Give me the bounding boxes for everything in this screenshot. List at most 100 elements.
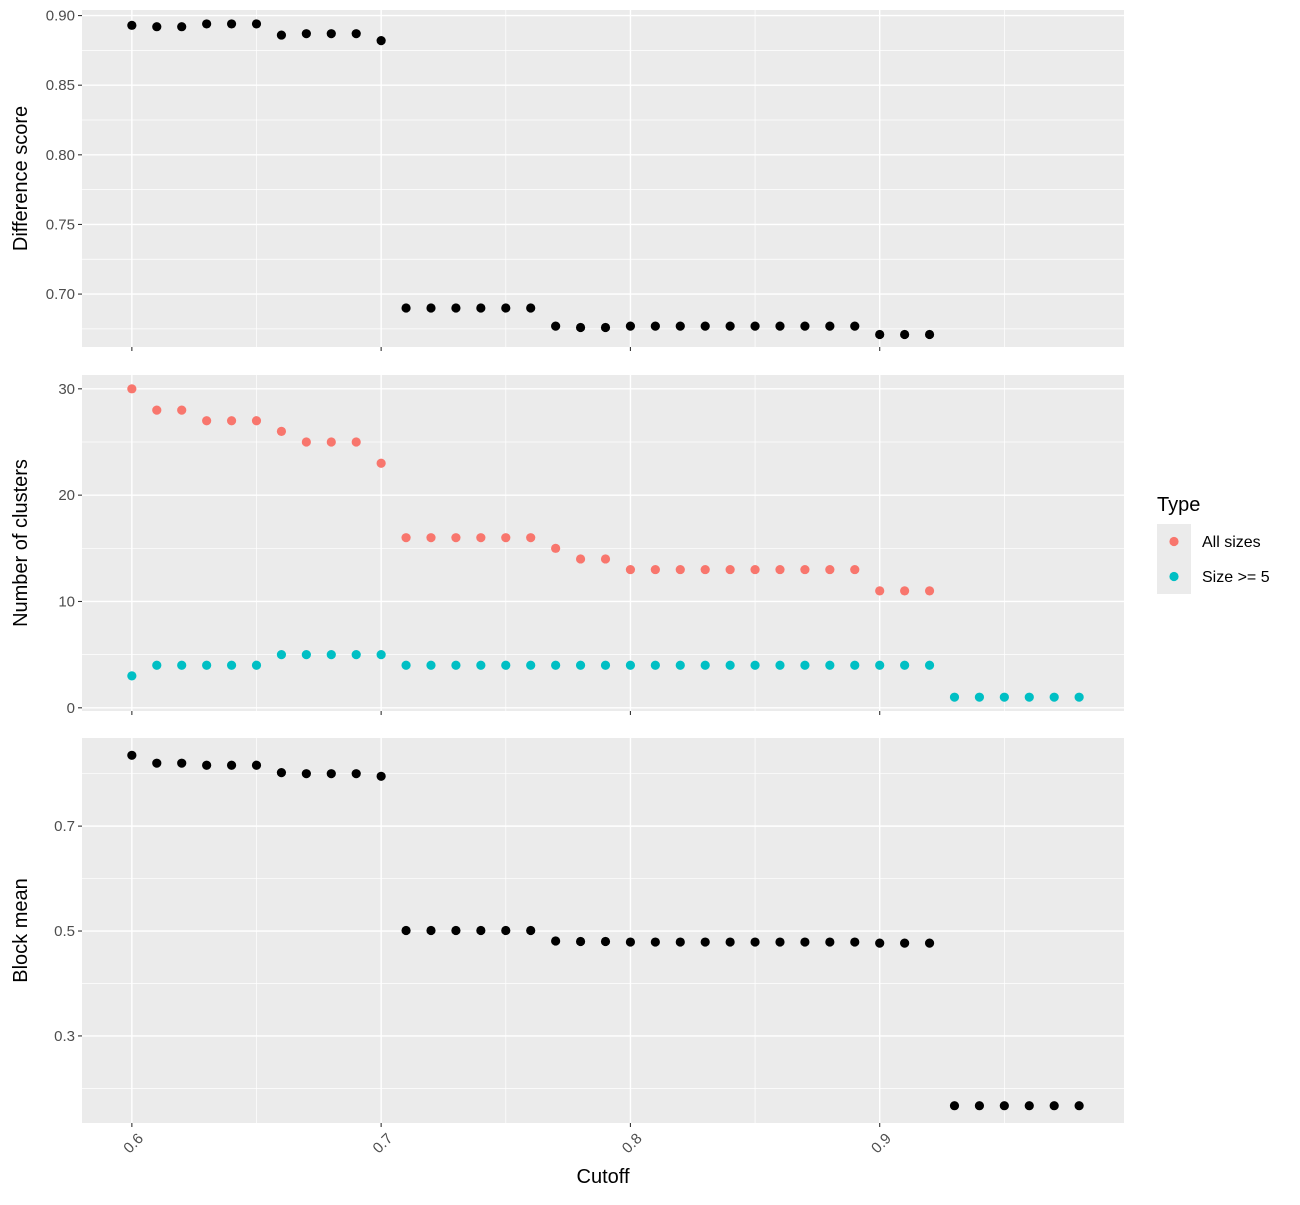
data-point	[152, 660, 162, 670]
data-point	[625, 321, 636, 331]
data-point	[800, 564, 810, 575]
data-point	[900, 938, 910, 948]
data-point	[177, 758, 187, 768]
data-point	[1049, 1101, 1059, 1111]
data-point	[700, 564, 710, 575]
data-point	[875, 329, 885, 340]
data-point	[600, 322, 611, 333]
data-point	[825, 321, 835, 331]
y-tick-label: 20	[58, 487, 75, 504]
data-point	[924, 329, 935, 340]
data-point	[276, 768, 287, 778]
data-point	[575, 322, 586, 333]
data-point	[202, 760, 212, 770]
data-point	[800, 937, 810, 947]
data-point	[251, 19, 262, 29]
data-point	[775, 321, 785, 331]
data-point	[501, 925, 511, 936]
data-point	[750, 321, 760, 331]
data-point	[999, 692, 1009, 702]
data-point	[675, 564, 685, 575]
data-point	[326, 769, 336, 779]
y-tick-label: 0.3	[54, 1028, 75, 1045]
panel-background	[82, 375, 1124, 711]
data-point	[326, 437, 336, 447]
data-point	[700, 937, 710, 947]
data-point	[226, 416, 237, 426]
data-point	[875, 660, 885, 670]
y-tick-label: 0.90	[46, 8, 75, 25]
data-point	[775, 660, 785, 670]
data-point	[152, 22, 162, 32]
y-tick-label: 0.75	[46, 216, 75, 233]
data-point	[800, 321, 810, 331]
data-point	[600, 660, 611, 670]
data-point	[875, 938, 885, 948]
data-point	[501, 533, 511, 543]
y-tick-label: 0.80	[46, 147, 75, 164]
legend-label: All sizes	[1202, 534, 1261, 551]
data-point	[900, 660, 910, 670]
y-axis-title: Block mean	[10, 878, 32, 983]
y-tick-label: 0.7	[54, 818, 75, 835]
data-point	[152, 405, 162, 415]
data-point	[127, 384, 137, 394]
x-axis-title: Cutoff	[577, 1166, 630, 1188]
legend-key-1	[1169, 536, 1179, 547]
data-point	[875, 586, 885, 596]
data-point	[177, 660, 187, 670]
data-point	[999, 1101, 1009, 1111]
data-point	[401, 925, 411, 936]
legend-title: Type	[1157, 494, 1200, 516]
data-point	[476, 660, 486, 670]
data-point	[924, 586, 935, 596]
data-point	[551, 936, 561, 946]
data-point	[775, 564, 785, 575]
data-point	[376, 36, 386, 46]
y-tick-label: 0.70	[46, 286, 75, 303]
data-point	[1024, 1101, 1034, 1111]
data-point	[1074, 1101, 1084, 1111]
y-tick-label: 0.85	[46, 77, 75, 94]
data-point	[775, 937, 785, 947]
y-tick-label: 30	[58, 381, 75, 398]
x-tick-label: 0.7	[370, 1130, 397, 1157]
data-point	[924, 660, 935, 670]
data-point	[750, 564, 760, 575]
data-point	[177, 405, 187, 415]
data-point	[351, 29, 361, 39]
data-point	[152, 758, 162, 768]
legend: Type All sizes Size >= 5	[1157, 494, 1270, 594]
data-point	[675, 937, 685, 947]
data-point	[426, 303, 436, 313]
data-point	[301, 650, 311, 660]
data-point	[974, 692, 985, 702]
data-point	[251, 760, 262, 770]
panel-background	[82, 10, 1124, 347]
data-point	[451, 303, 461, 313]
data-point	[675, 660, 685, 670]
data-point	[949, 1101, 960, 1111]
legend-key-2	[1169, 571, 1179, 582]
data-point	[127, 20, 137, 30]
data-point	[850, 660, 860, 670]
data-point	[326, 29, 336, 39]
y-tick-label: 0	[67, 700, 75, 717]
data-point	[401, 303, 411, 313]
data-point	[501, 303, 511, 313]
data-point	[351, 769, 361, 779]
data-point	[600, 936, 611, 947]
data-point	[401, 533, 411, 543]
data-point	[276, 426, 287, 436]
data-point	[202, 416, 212, 426]
data-point	[476, 925, 486, 936]
data-point	[949, 692, 960, 702]
data-point	[850, 321, 860, 331]
data-point	[750, 937, 760, 947]
data-point	[850, 937, 860, 947]
x-tick-label: 0.6	[120, 1130, 147, 1157]
data-point	[650, 321, 660, 331]
panel-3: 0.3 0.5 0.7 Block mean	[10, 738, 1124, 1127]
data-point	[700, 660, 710, 670]
